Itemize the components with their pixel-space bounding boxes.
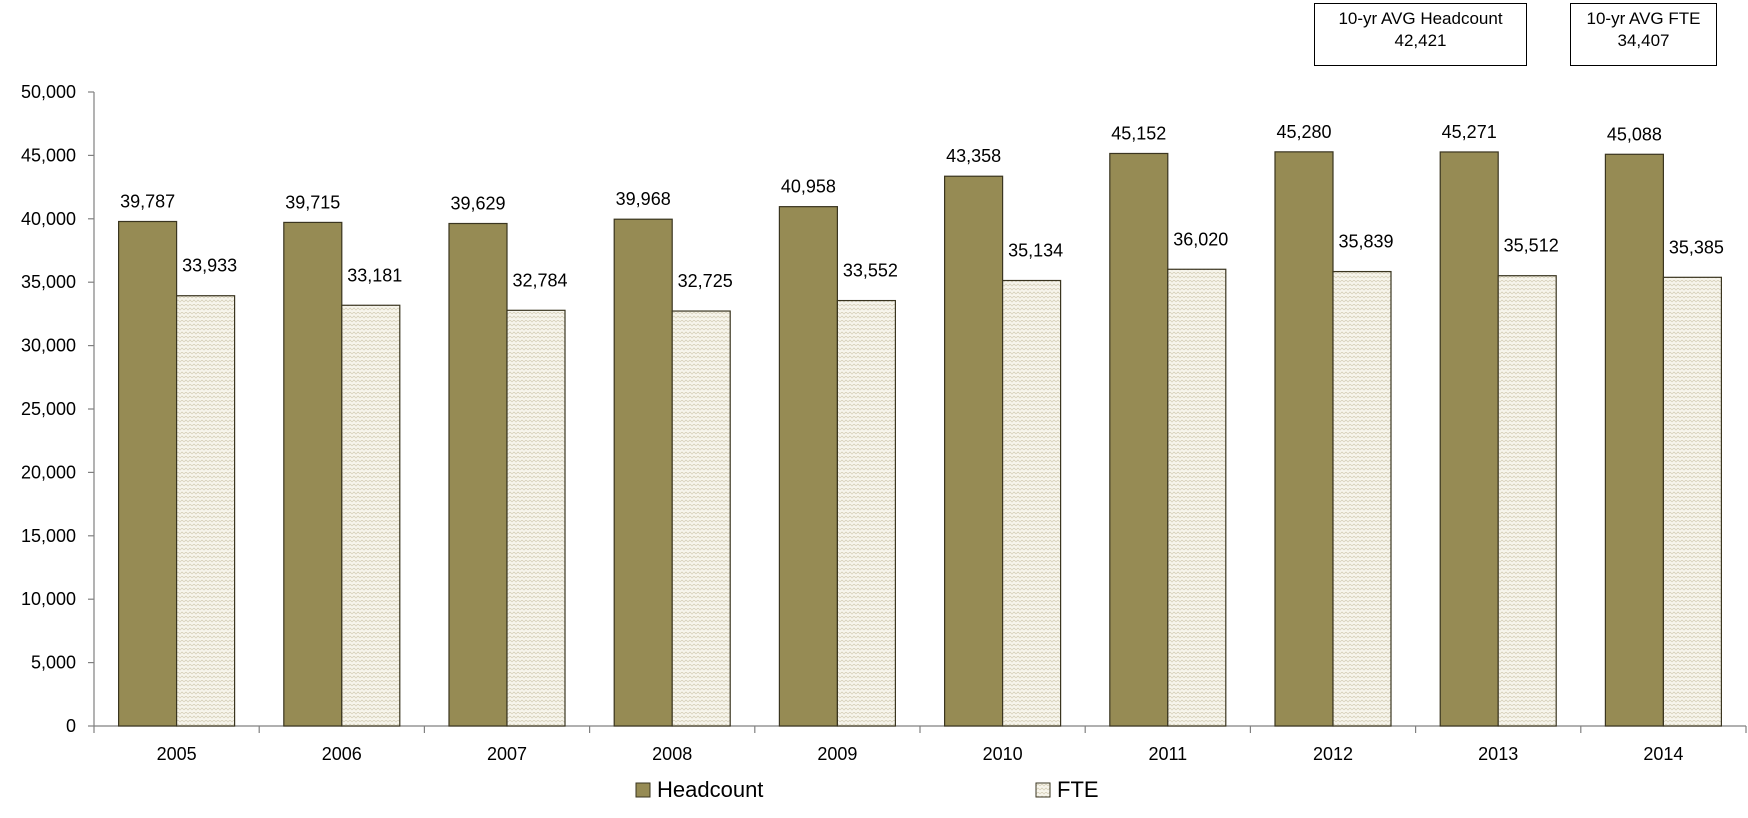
legend-fte-label: FTE (1057, 777, 1099, 802)
headcount-bar (943, 175, 1004, 727)
headcount-data-label: 45,271 (1442, 122, 1497, 142)
headcount-bar (1604, 153, 1665, 727)
fte-bar (1497, 275, 1557, 727)
y-tick-label: 30,000 (21, 336, 76, 356)
fte-data-label: 33,552 (843, 261, 898, 281)
x-tick-label: 2012 (1313, 744, 1353, 764)
legend-headcount-label: Headcount (657, 777, 763, 802)
legend-headcount-swatch (635, 782, 651, 798)
fte-data-label: 35,839 (1338, 232, 1393, 252)
fte-bar (506, 309, 566, 727)
headcount-data-label: 39,629 (450, 194, 505, 214)
y-tick-label: 10,000 (21, 589, 76, 609)
headcount-bar (613, 218, 673, 727)
legend-fte-swatch (1035, 782, 1051, 798)
fte-data-label: 33,181 (347, 265, 402, 285)
fte-data-label: 33,933 (182, 256, 237, 276)
y-tick-label: 50,000 (21, 82, 76, 102)
headcount-bar (448, 222, 508, 727)
headcount-bar (778, 206, 839, 727)
avg-fte-box: 10-yr AVG FTE 34,407 (1570, 3, 1717, 66)
fte-bar (176, 295, 236, 727)
x-tick-label: 2011 (1148, 744, 1187, 764)
y-tick-label: 20,000 (21, 462, 76, 482)
headcount-data-label: 43,358 (946, 146, 1001, 166)
x-tick-label: 2007 (487, 744, 527, 764)
fte-bar (1662, 276, 1723, 727)
fte-data-label: 35,385 (1669, 237, 1724, 257)
y-tick-label: 45,000 (21, 145, 76, 165)
fte-bar (1332, 270, 1392, 727)
headcount-bar (283, 221, 343, 727)
y-tick-label: 35,000 (21, 272, 76, 292)
y-tick-label: 0 (66, 716, 76, 736)
headcount-bar (1439, 151, 1499, 727)
headcount-data-label: 39,968 (616, 189, 671, 209)
x-tick-label: 2010 (983, 744, 1023, 764)
bars (117, 151, 1723, 727)
fte-data-label: 32,725 (678, 271, 733, 291)
avg-headcount-value: 42,421 (1394, 31, 1447, 50)
axes: 0 5,000 10,000 15,000 20,000 25,000 30,000 35,0… (21, 82, 1747, 764)
x-tick-label: 2014 (1643, 744, 1683, 764)
y-tick-label: 5,000 (31, 653, 76, 673)
fte-bar (1167, 268, 1227, 727)
y-tick-label: 25,000 (21, 399, 76, 419)
fte-bar (836, 299, 897, 727)
avg-fte-label: 10-yr AVG FTE (1586, 9, 1701, 28)
fte-data-label: 32,784 (512, 270, 567, 290)
y-tick-label: 15,000 (21, 526, 76, 546)
avg-fte-value: 34,407 (1617, 31, 1670, 50)
fte-data-label: 35,512 (1504, 236, 1559, 256)
fte-bar (341, 304, 401, 727)
headcount-data-label: 45,280 (1276, 122, 1331, 142)
legend: Headcount FTE (635, 777, 1099, 802)
fte-bar (1001, 279, 1062, 727)
x-tick-label: 2013 (1478, 744, 1518, 764)
headcount-data-label: 45,152 (1111, 123, 1166, 143)
x-tick-label: 2005 (157, 744, 197, 764)
headcount-bar (117, 220, 178, 727)
headcount-bar (1109, 152, 1169, 727)
x-tick-label: 2008 (652, 744, 692, 764)
data-labels: 39,787 33,933 39,715 33,181 39,629 32,784 39,9… (120, 122, 1724, 291)
x-tick-label: 2009 (817, 744, 857, 764)
fte-data-label: 35,134 (1008, 241, 1063, 261)
fte-bar (671, 310, 731, 727)
headcount-data-label: 45,088 (1607, 124, 1662, 144)
avg-headcount-box: 10-yr AVG Headcount 42,421 (1314, 3, 1527, 66)
avg-headcount-label: 10-yr AVG Headcount (1338, 9, 1503, 28)
fte-data-label: 36,020 (1173, 229, 1228, 249)
y-tick-label: 40,000 (21, 209, 76, 229)
headcount-data-label: 40,958 (781, 177, 836, 197)
headcount-data-label: 39,715 (285, 192, 340, 212)
headcount-data-label: 39,787 (120, 192, 175, 212)
headcount-bar (1274, 151, 1334, 727)
x-tick-label: 2006 (322, 744, 362, 764)
